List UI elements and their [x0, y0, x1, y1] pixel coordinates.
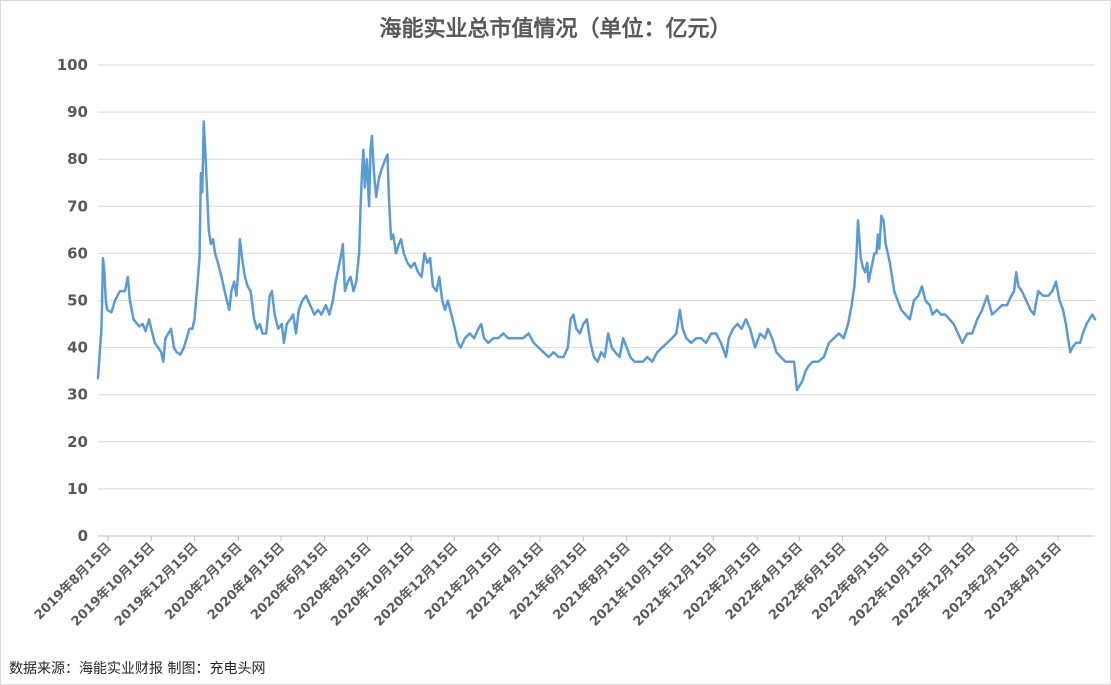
y-tick-label: 80 [67, 150, 88, 168]
x-tick-label: 2019年10月15日 [68, 540, 158, 630]
x-tick-label: 2021年2月15日 [421, 540, 505, 624]
x-tick-label: 2022年10月15日 [846, 540, 936, 630]
x-tick-label: 2022年8月15日 [809, 540, 893, 624]
y-tick-label: 70 [67, 197, 88, 215]
x-tick-label: 2020年12月15日 [371, 540, 461, 630]
y-tick-label: 90 [67, 103, 88, 121]
y-tick-label: 20 [67, 433, 88, 451]
x-tick-label: 2021年12月15日 [630, 540, 720, 630]
x-tick-label: 2021年10月15日 [587, 540, 677, 630]
y-tick-label: 0 [78, 527, 88, 545]
y-tick-label: 40 [67, 339, 88, 357]
x-tick-label: 2019年8月15日 [31, 540, 115, 624]
y-tick-label: 30 [67, 386, 88, 404]
x-tick-label: 2020年10月15日 [328, 540, 418, 630]
y-tick-label: 100 [57, 56, 88, 74]
source-note: 数据来源：海能实业财报 制图：充电头网 [9, 661, 266, 677]
x-tick-label: 2020年4月15日 [204, 540, 288, 624]
x-tick-label: 2021年6月15日 [507, 540, 591, 624]
x-tick-label: 2021年4月15日 [463, 540, 547, 624]
x-tick-label: 2020年8月15日 [291, 540, 375, 624]
chart-title: 海能实业总市值情况（单位：亿元） [379, 17, 732, 42]
x-tick-label: 2023年2月15日 [939, 540, 1023, 624]
x-tick-label: 2022年4月15日 [722, 540, 806, 624]
x-tick-label: 2022年6月15日 [766, 540, 850, 624]
y-tick-label: 60 [67, 244, 88, 262]
x-tick-label: 2020年6月15日 [248, 540, 332, 624]
x-tick-label: 2022年12月15日 [889, 540, 979, 630]
y-tick-label: 10 [67, 480, 88, 498]
x-tick-label: 2023年4月15日 [981, 540, 1065, 624]
x-tick-label: 2019年12月15日 [111, 540, 201, 630]
x-tick-label: 2022年2月15日 [680, 540, 764, 624]
y-tick-label: 50 [67, 292, 88, 310]
x-tick-label: 2021年8月15日 [550, 540, 634, 624]
x-tick-label: 2020年2月15日 [162, 540, 246, 624]
market-cap-line [96, 120, 1097, 392]
